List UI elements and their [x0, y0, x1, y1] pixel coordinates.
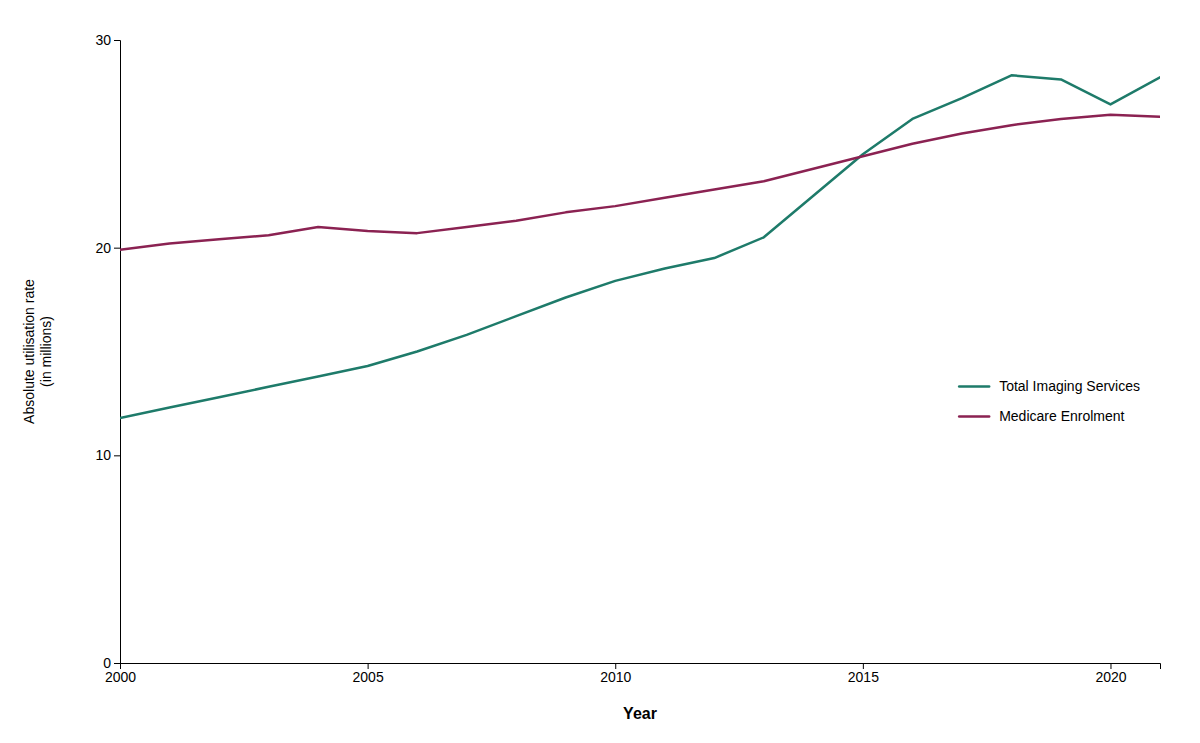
- tick: 10: [95, 447, 120, 463]
- tick-label: 2010: [600, 669, 631, 685]
- legend-item: Total Imaging Services: [959, 378, 1140, 394]
- tick-label: 2000: [105, 669, 136, 685]
- tick: 0: [103, 655, 120, 671]
- tick: 2005: [353, 663, 384, 685]
- tick-mark: [114, 248, 120, 249]
- tick-mark: [114, 663, 120, 664]
- y-axis: 0 10 20 30: [95, 32, 120, 671]
- legend-label: Medicare Enrolment: [999, 408, 1124, 424]
- tick: 2020: [1095, 663, 1126, 685]
- x-axis-title: Year: [623, 705, 657, 722]
- lines: [120, 75, 1160, 418]
- chart: 2000 2005 2010 2015 2020 0 10 20 30 Year Absolute …: [0, 0, 1200, 743]
- tick-label: 2005: [353, 669, 384, 685]
- tick-label: 2020: [1095, 669, 1126, 685]
- legend-item: Medicare Enrolment: [959, 408, 1124, 424]
- tick-mark: [114, 40, 120, 41]
- tick: 2010: [600, 663, 631, 685]
- tick-label: 20: [95, 240, 111, 256]
- legend-swatch: [959, 415, 989, 418]
- series-line: [120, 75, 1160, 418]
- series-line: [120, 115, 1160, 250]
- tick: 20: [95, 240, 120, 256]
- y-axis-title-line: Absolute utilisation rate: [21, 279, 37, 424]
- legend: Total Imaging Services Medicare Enrolment: [959, 378, 1140, 424]
- legend-swatch: [959, 385, 989, 388]
- tick-label: 2015: [848, 669, 879, 685]
- x-axis: 2000 2005 2010 2015 2020: [105, 663, 1161, 685]
- legend-label: Total Imaging Services: [999, 378, 1140, 394]
- axis-line: [121, 664, 1161, 670]
- tick: 30: [95, 32, 120, 48]
- tick: 2015: [848, 663, 879, 685]
- plot: 2000 2005 2010 2015 2020 0 10 20 30 Year Absolute …: [21, 32, 1161, 722]
- y-axis-title-line: (in millions): [38, 316, 54, 387]
- axis-line: [114, 41, 121, 664]
- y-axis-title: Absolute utilisation rate(in millions): [21, 279, 54, 424]
- tick-mark: [114, 455, 120, 456]
- tick-label: 30: [95, 32, 111, 48]
- tick-label: 0: [103, 655, 111, 671]
- tick-label: 10: [95, 447, 111, 463]
